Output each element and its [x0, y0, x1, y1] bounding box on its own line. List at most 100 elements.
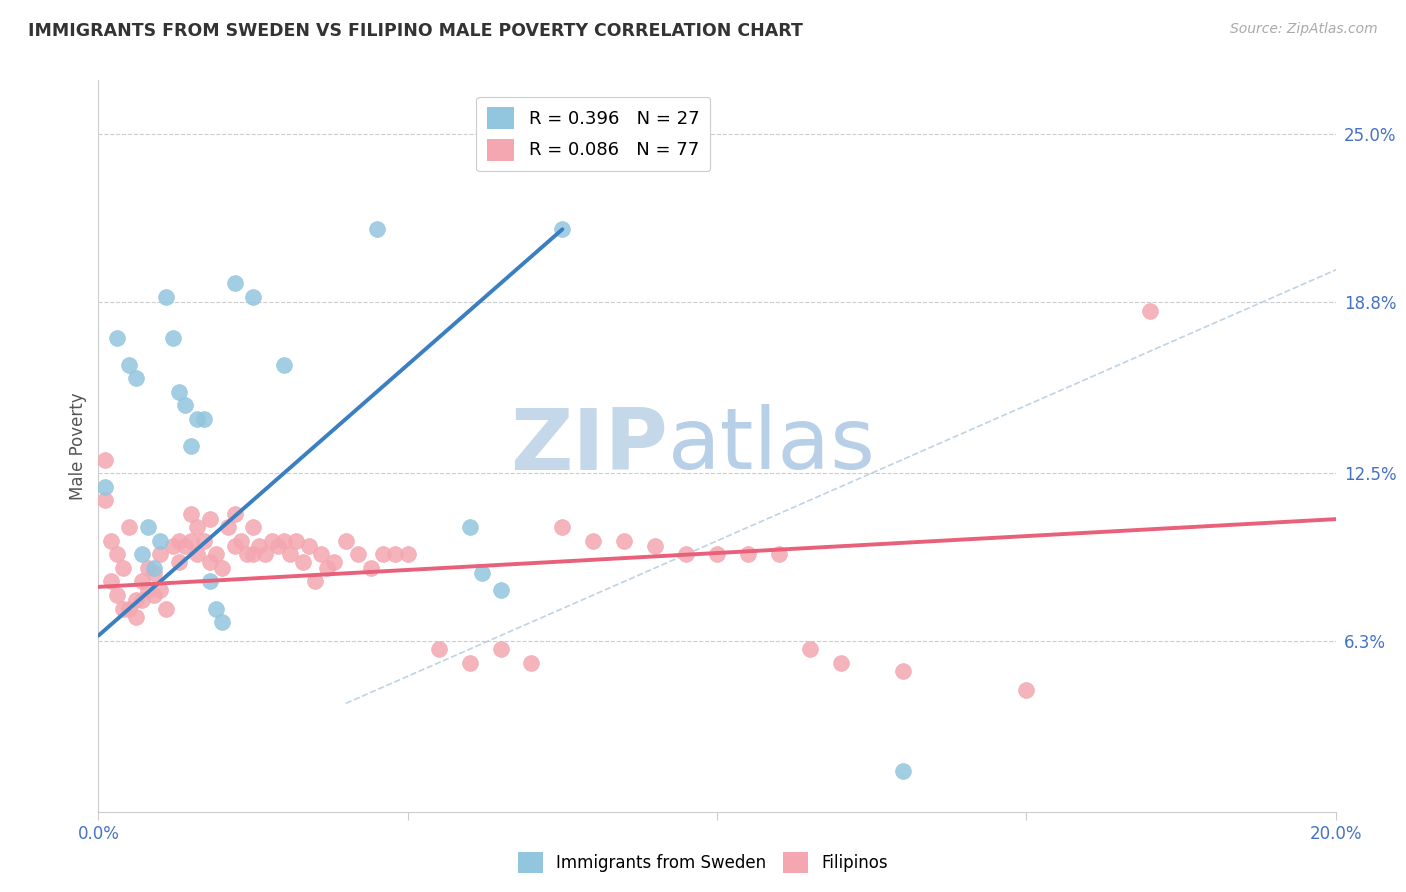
Point — [118, 358, 141, 372]
Point — [143, 561, 166, 575]
Point — [335, 533, 357, 548]
Point — [118, 520, 141, 534]
Point — [229, 533, 252, 548]
Point — [217, 520, 239, 534]
Point — [93, 480, 115, 494]
Point — [224, 507, 246, 521]
Point — [131, 574, 153, 589]
Point — [93, 452, 115, 467]
Point — [224, 277, 246, 291]
Point — [830, 656, 852, 670]
Point — [118, 601, 141, 615]
Point — [193, 533, 215, 548]
Point — [254, 547, 277, 561]
Point — [174, 539, 197, 553]
Point — [180, 533, 202, 548]
Point — [167, 384, 190, 399]
Point — [551, 222, 574, 236]
Point — [706, 547, 728, 561]
Point — [167, 556, 190, 570]
Point — [471, 566, 494, 581]
Point — [799, 642, 821, 657]
Point — [458, 656, 481, 670]
Point — [198, 556, 221, 570]
Point — [675, 547, 697, 561]
Point — [186, 547, 208, 561]
Point — [489, 582, 512, 597]
Point — [242, 547, 264, 561]
Text: ZIP: ZIP — [510, 404, 668, 488]
Point — [285, 533, 308, 548]
Point — [366, 222, 388, 236]
Point — [143, 566, 166, 581]
Text: Source: ZipAtlas.com: Source: ZipAtlas.com — [1230, 22, 1378, 37]
Point — [260, 533, 283, 548]
Point — [224, 539, 246, 553]
Text: atlas: atlas — [668, 404, 876, 488]
Point — [131, 593, 153, 607]
Point — [236, 547, 259, 561]
Point — [174, 398, 197, 412]
Point — [186, 520, 208, 534]
Point — [427, 642, 450, 657]
Point — [309, 547, 332, 561]
Point — [768, 547, 790, 561]
Point — [316, 561, 339, 575]
Point — [242, 520, 264, 534]
Point — [384, 547, 406, 561]
Point — [155, 601, 177, 615]
Point — [396, 547, 419, 561]
Point — [143, 588, 166, 602]
Point — [193, 412, 215, 426]
Point — [105, 331, 128, 345]
Point — [136, 561, 159, 575]
Point — [891, 764, 914, 778]
Point — [167, 533, 190, 548]
Point — [124, 609, 146, 624]
Point — [198, 574, 221, 589]
Point — [458, 520, 481, 534]
Point — [520, 656, 543, 670]
Point — [211, 615, 233, 629]
Point — [112, 601, 135, 615]
Point — [298, 539, 321, 553]
Point — [278, 547, 301, 561]
Point — [131, 547, 153, 561]
Point — [1139, 303, 1161, 318]
Point — [100, 533, 122, 548]
Point — [105, 588, 128, 602]
Point — [489, 642, 512, 657]
Point — [136, 582, 159, 597]
Point — [582, 533, 605, 548]
Point — [124, 371, 146, 385]
Point — [198, 512, 221, 526]
Point — [273, 533, 295, 548]
Point — [347, 547, 370, 561]
Point — [242, 290, 264, 304]
Point — [205, 547, 228, 561]
Point — [186, 412, 208, 426]
Point — [93, 493, 115, 508]
Point — [1015, 682, 1038, 697]
Point — [155, 290, 177, 304]
Point — [136, 520, 159, 534]
Point — [891, 664, 914, 678]
Legend: R = 0.396   N = 27, R = 0.086   N = 77: R = 0.396 N = 27, R = 0.086 N = 77 — [477, 96, 710, 171]
Point — [211, 561, 233, 575]
Point — [644, 539, 666, 553]
Point — [247, 539, 270, 553]
Point — [205, 601, 228, 615]
Point — [112, 561, 135, 575]
Point — [180, 507, 202, 521]
Y-axis label: Male Poverty: Male Poverty — [69, 392, 87, 500]
Point — [737, 547, 759, 561]
Point — [149, 547, 172, 561]
Point — [100, 574, 122, 589]
Point — [105, 547, 128, 561]
Point — [273, 358, 295, 372]
Point — [371, 547, 394, 561]
Point — [360, 561, 382, 575]
Point — [149, 533, 172, 548]
Point — [322, 556, 344, 570]
Point — [180, 439, 202, 453]
